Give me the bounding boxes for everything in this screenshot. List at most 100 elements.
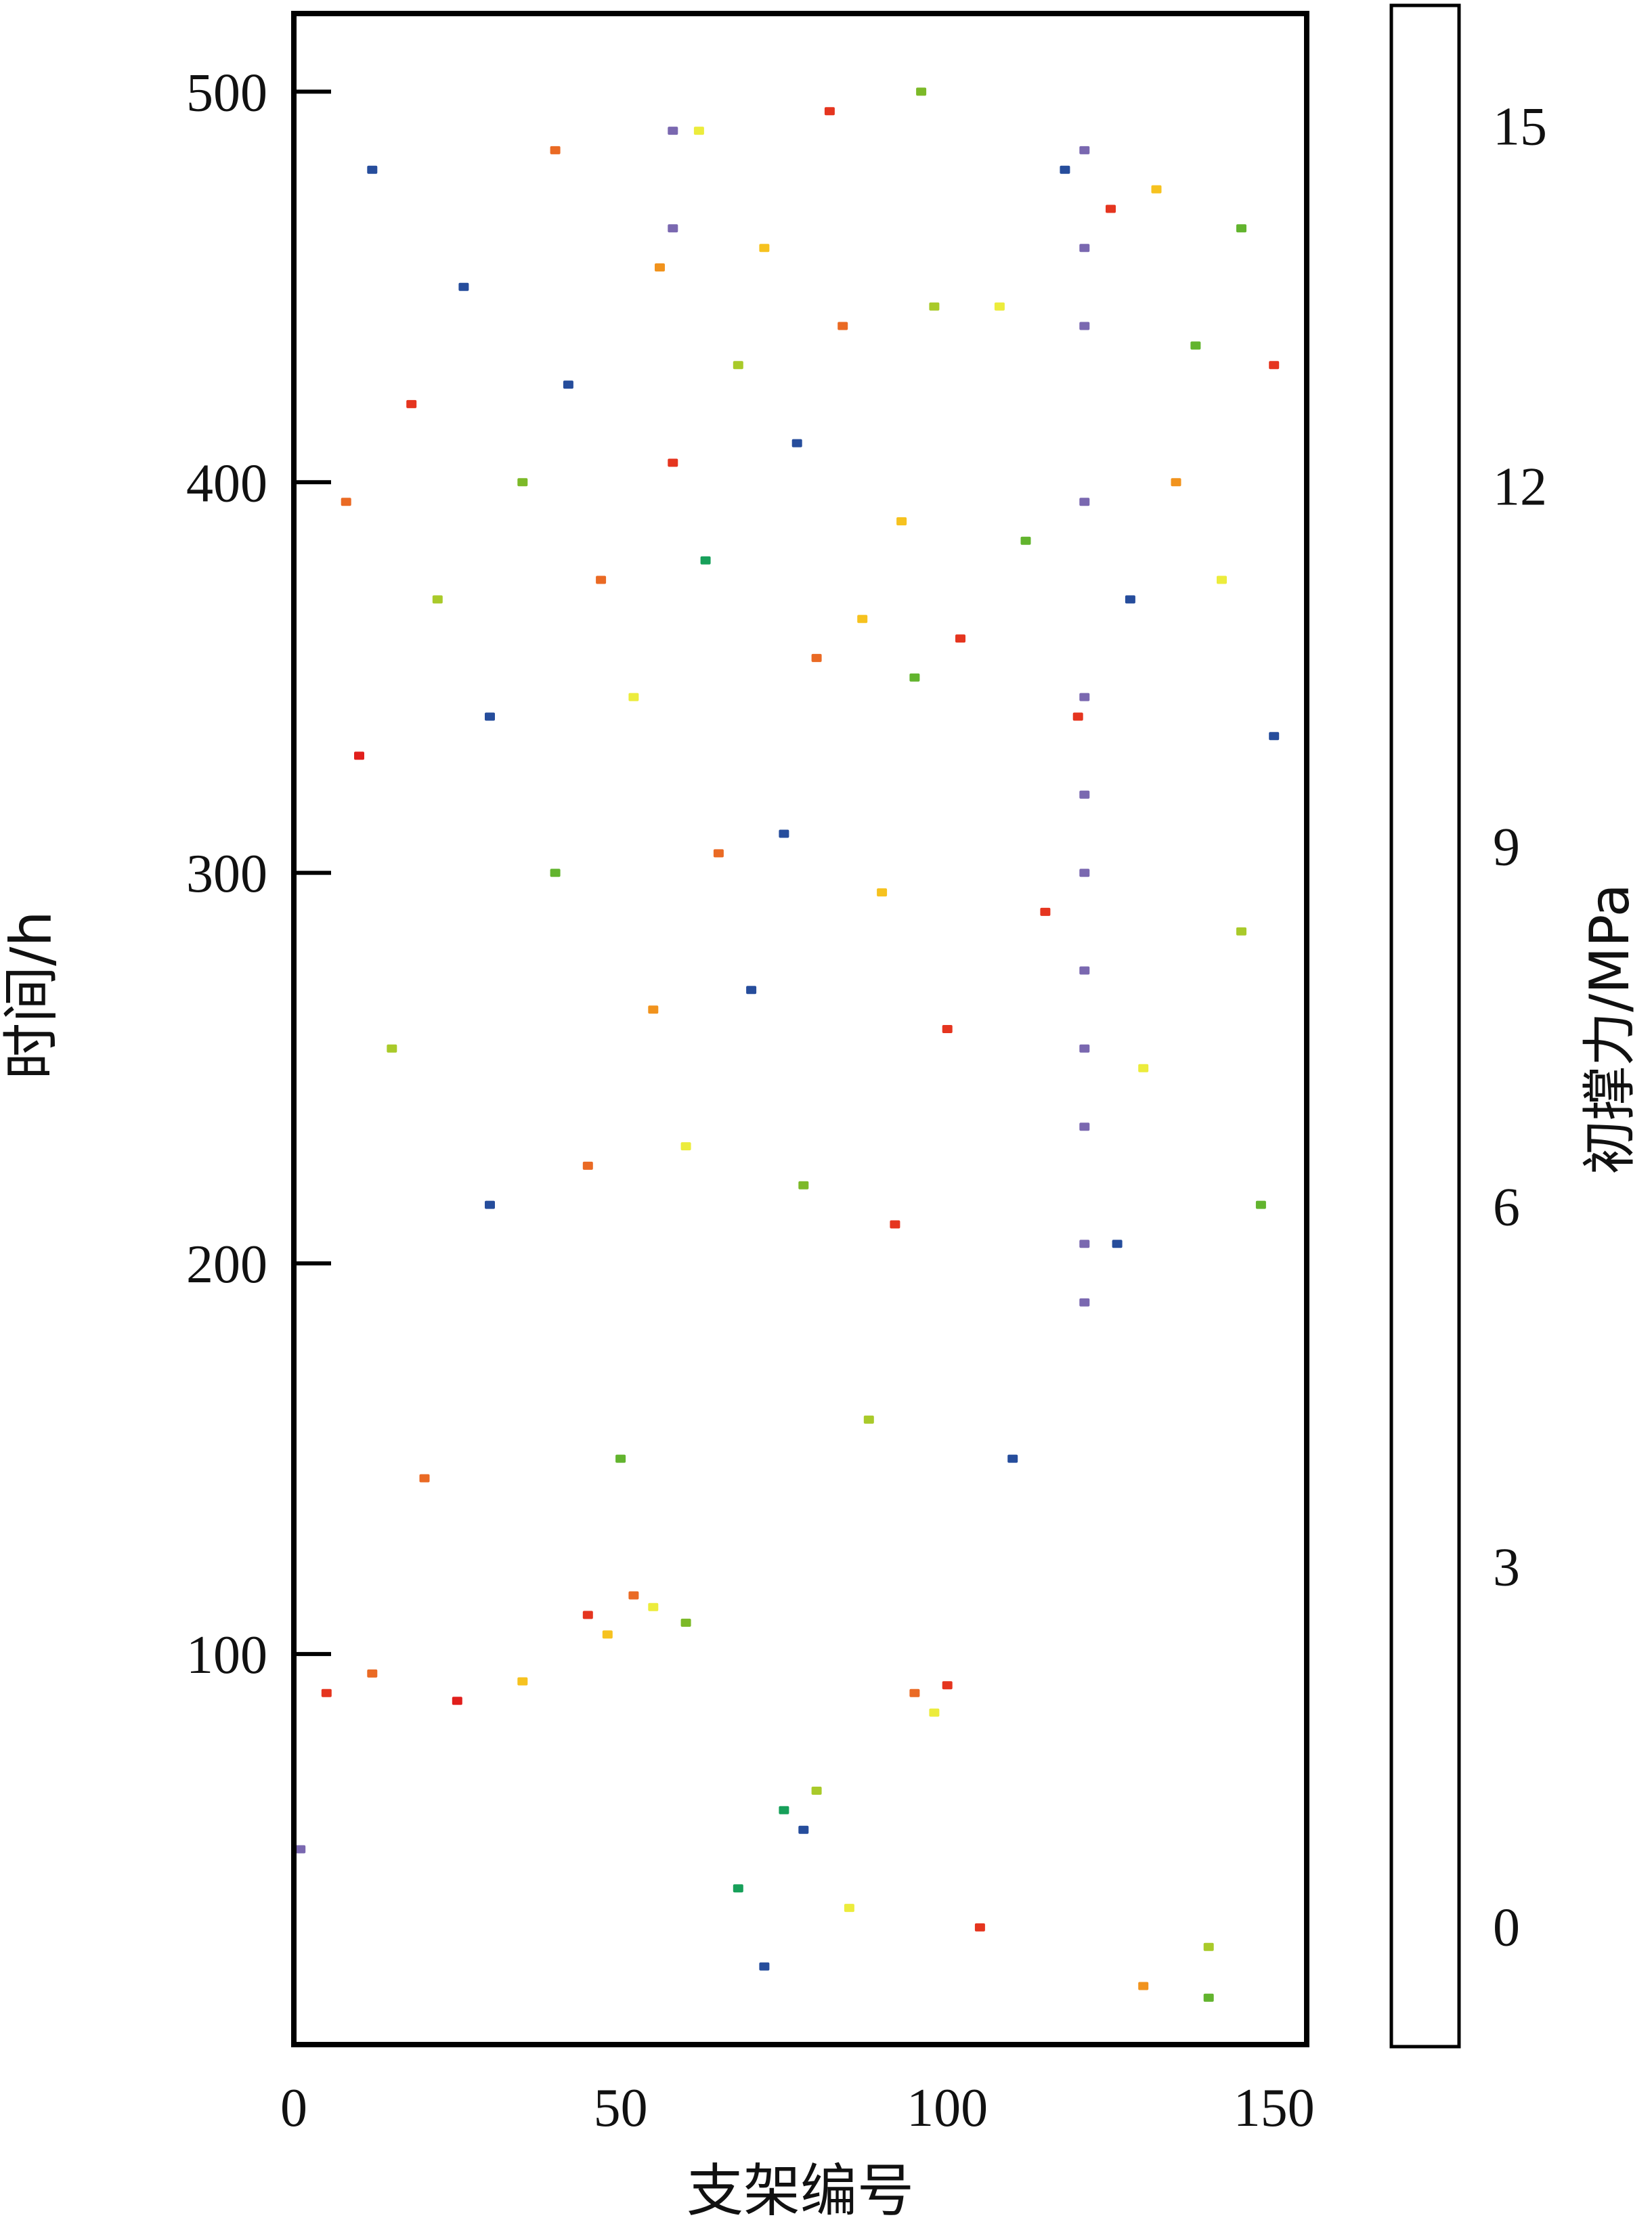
heatmap-cell: [929, 1708, 940, 1717]
heatmap-cell: [367, 1669, 378, 1678]
heatmap-cell: [432, 595, 443, 604]
heatmap-cell: [1203, 1993, 1214, 2002]
heatmap-cell: [811, 1787, 822, 1795]
heatmap-cell: [798, 1825, 809, 1834]
x-tick-label: 150: [1234, 2078, 1315, 2138]
heatmap-cell: [1190, 341, 1201, 350]
heatmap-cell: [974, 1923, 985, 1932]
y-axis-ticks: 100 200 300 400 500: [186, 63, 331, 1685]
heatmap-cell: [759, 244, 770, 253]
heatmap-cell: [517, 1677, 528, 1686]
heatmap-cell: [668, 224, 678, 233]
heatmap-cell: [1079, 693, 1090, 701]
heatmap-cell: [1217, 575, 1227, 584]
colorbar-tick-label: 3: [1493, 1538, 1520, 1598]
heatmap-cell: [550, 869, 561, 877]
y-tick-label: 300: [186, 844, 267, 904]
heatmap-cell: [1007, 1454, 1018, 1463]
heatmap-cell: [1171, 478, 1181, 487]
heatmap-cell: [680, 1618, 691, 1627]
heatmap-cell: [1079, 1298, 1090, 1307]
heatmap-cell: [1269, 732, 1280, 741]
heatmap-cell: [1079, 966, 1090, 975]
heatmap-cell: [648, 1005, 659, 1014]
heatmap-cell: [1236, 224, 1246, 233]
heatmap-cell: [890, 1220, 900, 1229]
heatmap-cell: [994, 302, 1005, 311]
heatmap-cell: [909, 673, 920, 682]
heatmap-cell: [713, 849, 724, 858]
colorbar-tick-label: 15: [1493, 97, 1547, 156]
heatmap-cell: [1079, 1044, 1090, 1053]
heatmap-cell: [668, 127, 678, 135]
heatmap-cell: [563, 380, 573, 389]
heatmap-cell: [680, 1142, 691, 1151]
x-tick-label: 0: [280, 2078, 307, 2138]
heatmap-cell: [582, 1611, 593, 1619]
heatmap-cell: [1079, 244, 1090, 253]
heatmap-cell: [1079, 146, 1090, 154]
colorbar-tick-label: 6: [1493, 1178, 1520, 1238]
colorbar-tick-label: 12: [1493, 457, 1547, 517]
heatmap-cell: [1072, 712, 1083, 721]
heatmap-cell: [1138, 1982, 1149, 1990]
heatmap-cell: [1079, 869, 1090, 877]
heatmap-cell: [844, 1904, 854, 1913]
heatmap-cell: [550, 146, 561, 154]
heatmap-cell: [896, 517, 907, 525]
heatmap-cell: [1269, 361, 1280, 370]
heatmap-cell: [1079, 790, 1090, 799]
heatmap-cell: [596, 575, 607, 584]
heatmap-cell: [1079, 1122, 1090, 1131]
heatmap-cell: [367, 165, 378, 174]
heatmap-cell: [615, 1454, 626, 1463]
heatmap-cell: [582, 1161, 593, 1170]
heatmap-cell: [733, 1884, 743, 1893]
heatmap-cell: [798, 1181, 809, 1190]
heatmap-cell: [929, 302, 940, 311]
heatmap-cell: [779, 1806, 789, 1814]
heatmap-cell: [1151, 185, 1162, 194]
heatmap-cell: [877, 888, 888, 897]
colorbar-tick-label: 9: [1493, 817, 1520, 877]
heatmap-cell: [1106, 204, 1116, 213]
heatmap-cell: [942, 1681, 953, 1690]
heatmap-cell: [1203, 1942, 1214, 1951]
heatmap-cell: [942, 1025, 953, 1033]
heatmap-cell: [733, 361, 743, 370]
heatmap-cell: [354, 751, 364, 760]
heatmap-cell: [1079, 498, 1090, 506]
heatmap-cell: [863, 1415, 874, 1424]
heatmap-cell: [655, 263, 665, 271]
colorbar-title: 初撑力/MPa: [1578, 884, 1641, 1175]
y-tick-label: 400: [186, 454, 267, 513]
y-tick-label: 500: [186, 63, 267, 123]
heatmap-cell: [295, 1845, 306, 1854]
heatmap-cell: [824, 107, 835, 116]
heatmap-cell: [1138, 1064, 1149, 1072]
colorbar-tick-label: 0: [1493, 1898, 1520, 1958]
colorbar-frame: [1389, 3, 1461, 2049]
heatmap-cell: [916, 87, 927, 96]
heatmap-cell: [668, 458, 678, 467]
heatmap-cell: [1125, 595, 1135, 604]
plot-frame: [291, 11, 1309, 2047]
heatmap-cell: [458, 282, 469, 291]
heatmap-cell: [452, 1697, 462, 1705]
heatmap-cell: [1079, 322, 1090, 330]
heatmap-cell: [955, 634, 965, 643]
heatmap-cell: [1079, 1240, 1090, 1248]
heatmap-marks: [295, 87, 1280, 2002]
heatmap-cell: [838, 322, 848, 330]
heatmap-cell: [857, 615, 868, 624]
heatmap-cell: [628, 1591, 639, 1600]
heatmap-cell: [759, 1962, 770, 1971]
heatmap-cell: [485, 712, 495, 721]
x-tick-label: 100: [907, 2078, 988, 2138]
y-tick-label: 200: [186, 1235, 267, 1294]
heatmap-cell: [341, 498, 351, 506]
heatmap-cell: [700, 556, 711, 565]
y-tick-label: 100: [186, 1626, 267, 1685]
heatmap-cell: [602, 1630, 613, 1639]
